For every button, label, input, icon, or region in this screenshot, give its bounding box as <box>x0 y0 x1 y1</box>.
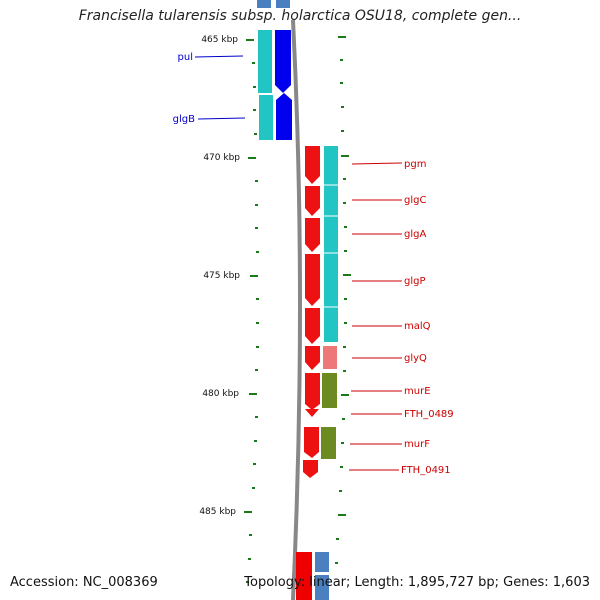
chromosome-backbone <box>291 19 302 600</box>
gene-arrow-murF[interactable] <box>304 427 319 458</box>
gene-arrow-glgP[interactable] <box>305 254 320 306</box>
gene-label-glgB[interactable]: glgB <box>173 114 195 125</box>
gene-label-glgC[interactable]: glgC <box>404 195 426 206</box>
gene-arrow-pul-blue[interactable] <box>275 30 291 93</box>
gene-arrow-murE[interactable] <box>305 373 320 410</box>
right-gene-track <box>303 146 338 478</box>
scale-ticks-right <box>335 36 351 564</box>
gene-arrow-pul[interactable] <box>258 30 272 93</box>
tick-label: 470 kbp <box>203 153 240 163</box>
accession-text: Accession: NC_008369 <box>10 575 158 590</box>
tick-label: 465 kbp <box>201 35 238 45</box>
gene-label-FTH_0491[interactable]: FTH_0491 <box>401 465 451 476</box>
scale-labels: 465 kbp 470 kbp 475 kbp 480 kbp 485 kbp <box>199 35 240 517</box>
gene-arrow-pgm[interactable] <box>305 146 320 184</box>
tick-label: 485 kbp <box>199 507 236 517</box>
gene-label-pgm[interactable]: pgm <box>404 159 426 170</box>
genome-summary-text: Topology: linear; Length: 1,895,727 bp; … <box>244 575 590 590</box>
left-gene-track <box>257 0 329 600</box>
gene-arrow-FTH_0491[interactable] <box>303 460 318 478</box>
gene-label-murF[interactable]: murF <box>404 439 430 450</box>
gene-arrow-FTH_0489[interactable] <box>305 409 319 417</box>
right-gene-labels: pgm glgC glgA glgP malQ glyQ murE FTH_04… <box>349 159 454 476</box>
gene-label-pul[interactable]: pul <box>178 52 193 63</box>
gene-arrow-glgB[interactable] <box>259 95 273 140</box>
tick-label: 480 kbp <box>202 389 239 399</box>
gene-label-FTH_0489[interactable]: FTH_0489 <box>404 409 454 420</box>
gene-arrow-glyQ[interactable] <box>305 346 320 370</box>
gene-label-malQ[interactable]: malQ <box>404 321 431 332</box>
gene-label-glyQ[interactable]: glyQ <box>404 353 427 364</box>
gene-label-glgP[interactable]: glgP <box>404 276 426 287</box>
gene-arrow-glgA[interactable] <box>305 218 320 252</box>
gene-arrow-glgB-blue[interactable] <box>276 93 292 140</box>
gene-label-glgA[interactable]: glgA <box>404 229 426 240</box>
gene-arrow-glgC[interactable] <box>305 186 320 216</box>
gene-arrow-malQ[interactable] <box>305 308 320 344</box>
scale-ticks-left <box>244 39 259 583</box>
gene-label-murE[interactable]: murE <box>404 386 431 397</box>
tick-label: 475 kbp <box>203 271 240 281</box>
left-gene-labels: pul glgB <box>173 52 246 125</box>
map-title: Francisella tularensis subsp. holarctica… <box>78 8 522 24</box>
